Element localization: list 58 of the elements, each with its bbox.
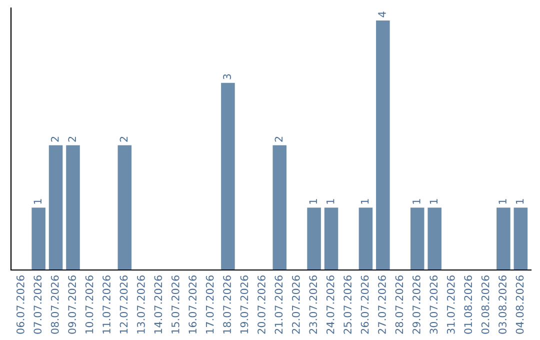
data-label: 1 xyxy=(430,199,438,204)
x-tick-label: 19.07.2026 xyxy=(240,276,248,334)
bar xyxy=(118,145,132,270)
x-tick-label: 16.07.2026 xyxy=(188,276,197,334)
bar xyxy=(376,20,390,270)
x-tick-label: 21.07.2026 xyxy=(274,276,283,334)
data-label: 2 xyxy=(68,136,76,142)
x-tick-label: 13.07.2026 xyxy=(137,276,145,334)
x-tick-label: 12.07.2026 xyxy=(120,276,128,334)
x-tick-label: 31.07.2026 xyxy=(446,276,455,334)
bar xyxy=(48,145,63,270)
x-tick-label: 22.07.2026 xyxy=(292,276,300,334)
bar xyxy=(66,145,80,270)
bar xyxy=(32,208,46,270)
x-tick-label: 09.07.2026 xyxy=(68,276,76,334)
bar xyxy=(221,82,235,270)
data-label: 1 xyxy=(34,199,42,204)
bar xyxy=(358,208,373,270)
x-tick-label: 03.08.2026 xyxy=(498,276,506,334)
x-tick-label: 27.07.2026 xyxy=(378,276,386,334)
data-label: 2 xyxy=(50,136,59,142)
x-tick-label: 08.07.2026 xyxy=(50,276,59,334)
bar xyxy=(410,208,424,270)
x-tick-label: 23.07.2026 xyxy=(309,276,318,334)
bar xyxy=(272,145,286,270)
x-tick-label: 30.07.2026 xyxy=(430,276,438,334)
data-label: 1 xyxy=(516,199,524,204)
x-tick-label: 06.07.2026 xyxy=(16,276,24,334)
x-tick-label: 07.07.2026 xyxy=(34,276,42,334)
x-tick-label: 20.07.2026 xyxy=(258,276,266,334)
data-label: 1 xyxy=(360,199,369,204)
x-tick-label: 11.07.2026 xyxy=(102,276,110,334)
x-tick-label: 26.07.2026 xyxy=(360,276,369,334)
x-tick-label: 24.07.2026 xyxy=(326,276,334,334)
x-tick-label: 04.08.2026 xyxy=(516,276,524,334)
data-label: 1 xyxy=(498,199,506,204)
data-label: 3 xyxy=(223,74,231,80)
bar xyxy=(324,208,338,270)
data-label: 4 xyxy=(378,12,386,18)
bar xyxy=(496,208,510,270)
bar xyxy=(514,208,528,270)
x-tick-label: 01.08.2026 xyxy=(464,276,472,334)
bar xyxy=(428,208,442,270)
x-tick-label: 02.08.2026 xyxy=(481,276,490,334)
x-tick-label: 10.07.2026 xyxy=(85,276,94,334)
x-tick-label: 14.07.2026 xyxy=(154,276,162,334)
data-label: 2 xyxy=(274,136,282,142)
bar xyxy=(307,208,321,270)
x-tick-label: 29.07.2026 xyxy=(412,276,420,334)
x-tick-label: 28.07.2026 xyxy=(395,276,404,334)
x-tick-label: 18.07.2026 xyxy=(223,276,231,334)
x-tick-label: 17.07.2026 xyxy=(206,276,214,334)
data-label: 2 xyxy=(120,136,128,142)
data-label: 1 xyxy=(412,199,420,204)
x-tick-label: 15.07.2026 xyxy=(171,276,180,334)
data-label: 1 xyxy=(309,199,317,204)
x-tick-label: 25.07.2026 xyxy=(344,276,352,334)
data-label: 1 xyxy=(326,199,334,204)
